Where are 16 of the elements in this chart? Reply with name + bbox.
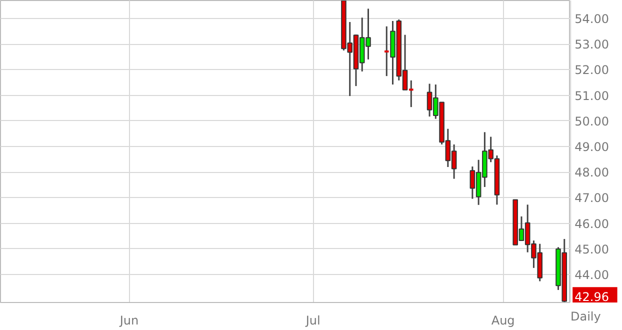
annotation: 42.96 bbox=[574, 290, 610, 304]
y-tick-label: 51.00 bbox=[574, 88, 610, 103]
y-tick-label: 45.00 bbox=[574, 242, 610, 256]
y-tick-label: 46.00 bbox=[574, 216, 610, 231]
y-tick-label: 50.00 bbox=[574, 114, 610, 128]
y-tick-label: 44.00 bbox=[574, 268, 610, 282]
text: Daily bbox=[570, 310, 601, 324]
x-tick-label: Jun bbox=[118, 314, 139, 328]
y-tick-label: 54.00 bbox=[574, 12, 610, 26]
y-tick-label: 53.00 bbox=[574, 38, 610, 52]
y-tick-label: 52.00 bbox=[574, 63, 610, 78]
x-tick-label: Jul bbox=[304, 314, 320, 328]
y-tick-label: 49.00 bbox=[574, 140, 610, 154]
x-tick-label: Aug bbox=[491, 314, 515, 328]
y-tick-label: 48.00 bbox=[574, 166, 610, 180]
y-tick-label: 47.00 bbox=[574, 191, 610, 206]
